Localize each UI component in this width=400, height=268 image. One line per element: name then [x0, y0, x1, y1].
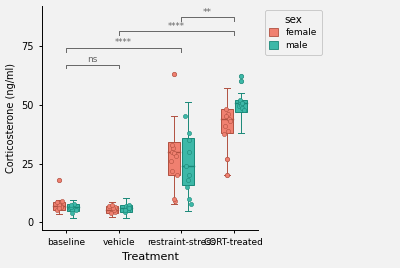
Point — [67, 206, 74, 210]
Bar — [53, 202, 65, 210]
Point — [222, 107, 229, 111]
Point — [186, 131, 192, 135]
Point — [126, 206, 132, 210]
Point — [238, 102, 244, 107]
Point — [186, 150, 192, 154]
Point — [171, 197, 177, 201]
Point — [126, 203, 132, 207]
Point — [122, 208, 128, 212]
Bar — [67, 204, 80, 211]
Point — [184, 185, 190, 189]
Bar — [168, 142, 180, 175]
Text: ****: **** — [168, 22, 185, 31]
Point — [110, 209, 116, 213]
Point — [238, 74, 244, 79]
Point — [185, 178, 191, 182]
Point — [186, 173, 192, 177]
Point — [169, 143, 175, 147]
Point — [71, 202, 77, 206]
Text: **: ** — [203, 8, 212, 17]
Point — [169, 150, 176, 154]
Bar — [106, 206, 118, 213]
Point — [236, 104, 242, 108]
Point — [222, 124, 228, 128]
Text: ****: **** — [115, 38, 132, 47]
Point — [111, 210, 118, 214]
Point — [109, 203, 116, 207]
Point — [186, 197, 192, 201]
Point — [174, 173, 180, 177]
Point — [172, 199, 178, 203]
Point — [225, 117, 232, 121]
Point — [125, 205, 131, 209]
Point — [111, 205, 118, 209]
Bar — [120, 205, 132, 212]
Point — [171, 72, 177, 76]
Point — [73, 208, 80, 212]
Bar — [235, 100, 247, 112]
Point — [238, 79, 244, 83]
Point — [169, 169, 176, 173]
X-axis label: Treatment: Treatment — [122, 252, 178, 262]
Point — [68, 210, 75, 215]
Point — [182, 114, 189, 118]
Bar — [221, 109, 233, 133]
Point — [125, 207, 132, 212]
Point — [108, 210, 114, 215]
Text: ns: ns — [88, 55, 98, 64]
Point — [170, 151, 177, 155]
Point — [68, 205, 74, 209]
Bar — [182, 137, 194, 185]
Point — [239, 101, 245, 106]
Point — [224, 157, 230, 161]
Y-axis label: Corticosterone (ng/ml): Corticosterone (ng/ml) — [6, 62, 16, 173]
Point — [126, 206, 132, 210]
Point — [68, 203, 75, 208]
Point — [224, 173, 230, 177]
Point — [170, 146, 176, 150]
Point — [226, 119, 233, 123]
Point — [68, 203, 74, 207]
Point — [224, 112, 231, 116]
Point — [57, 205, 64, 209]
Point — [106, 204, 112, 208]
Point — [53, 207, 60, 212]
Point — [168, 159, 174, 163]
Point — [188, 202, 194, 206]
Point — [239, 106, 246, 110]
Point — [237, 98, 244, 102]
Point — [56, 206, 62, 210]
Point — [173, 154, 179, 159]
Point — [111, 207, 117, 212]
Point — [221, 132, 227, 136]
Point — [69, 207, 76, 212]
Point — [59, 199, 65, 203]
Point — [122, 210, 128, 214]
Point — [186, 138, 192, 142]
Point — [110, 206, 116, 210]
Point — [223, 114, 230, 118]
Point — [241, 108, 247, 113]
Point — [58, 203, 64, 208]
Point — [56, 203, 62, 207]
Point — [123, 203, 129, 208]
Point — [56, 178, 62, 182]
Point — [53, 200, 60, 204]
Legend: female, male: female, male — [265, 10, 322, 55]
Point — [225, 128, 232, 133]
Point — [182, 164, 189, 168]
Point — [56, 201, 62, 206]
Point — [236, 100, 243, 104]
Point — [239, 101, 245, 106]
